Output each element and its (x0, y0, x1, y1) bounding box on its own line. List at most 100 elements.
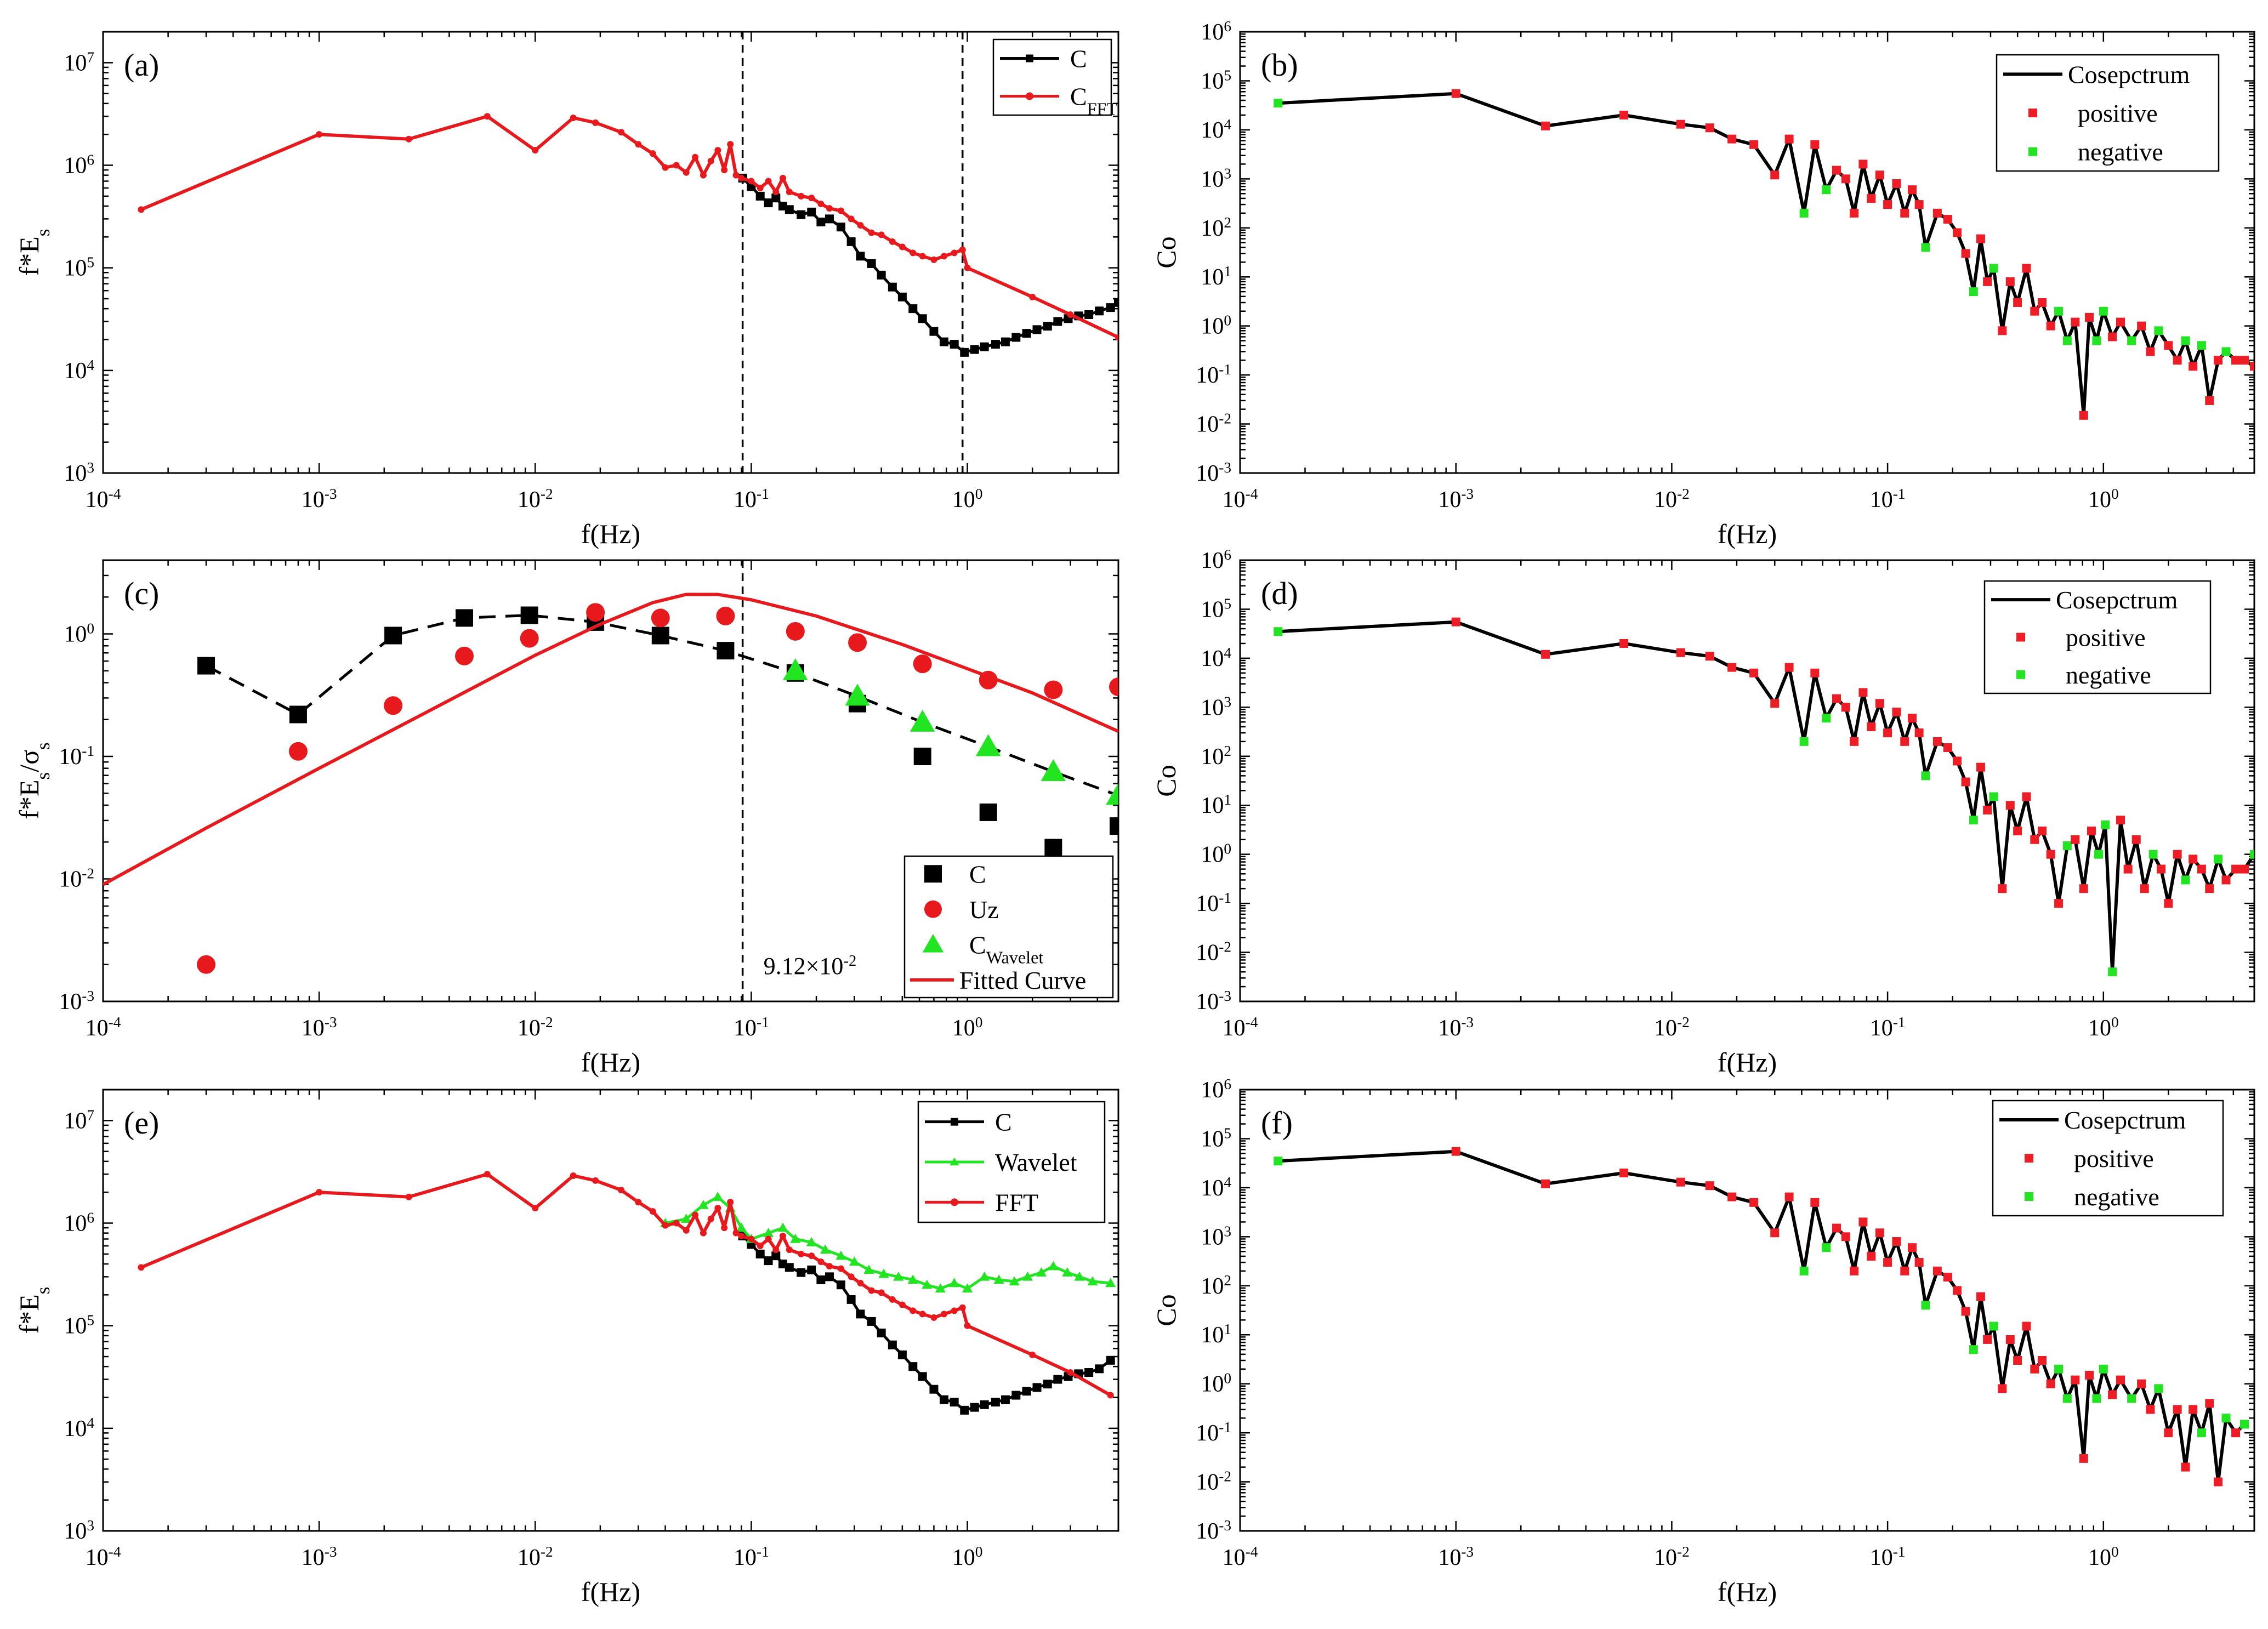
y-tick-label-part: 10 (64, 622, 87, 647)
data-point (779, 174, 786, 181)
data-point (1107, 1392, 1114, 1399)
plot-area-c (103, 560, 1118, 1001)
negative-point (2154, 1384, 2163, 1393)
x-tick-label: 10-3 (302, 486, 337, 512)
positive-point (1983, 1335, 1992, 1344)
positive-point (2046, 321, 2055, 331)
positive-point (2116, 1375, 2125, 1385)
positive-point (2022, 264, 2031, 273)
x-tick-label-part: 10 (1870, 1545, 1893, 1570)
x-tick-label-part: 10 (952, 1545, 975, 1570)
positive-point (1705, 1181, 1714, 1191)
negative-point (2221, 1414, 2231, 1423)
data-point (1011, 1391, 1021, 1400)
legend-box (992, 38, 1112, 116)
positive-point (1961, 249, 1970, 258)
data-point (736, 1222, 747, 1232)
x-tick-label: 10-1 (734, 486, 769, 512)
x-tick-label-part: 10 (734, 487, 757, 512)
positive-point (1841, 174, 1850, 184)
data-point (826, 205, 833, 212)
x-tick-label-part: -1 (1893, 486, 1906, 502)
series-cfft (138, 113, 1118, 341)
y-tick-label-part: -2 (1219, 411, 1231, 427)
data-point (980, 1400, 989, 1409)
positive-point (1705, 123, 1714, 133)
cospectrum-line (1278, 92, 2254, 417)
x-tick-label-part: -1 (1893, 1543, 1906, 1560)
data-point (991, 340, 1000, 349)
data-point (962, 1283, 973, 1293)
y-tick-label-part: 2 (1224, 1272, 1231, 1289)
negative-point (2092, 1394, 2101, 1403)
y-tick-label-part: 10 (1201, 1126, 1224, 1152)
y-tick-label-part: 10 (64, 1416, 87, 1442)
data-point (570, 1172, 577, 1179)
y-tick-label: 104 (1201, 1174, 1231, 1201)
positive-point (2173, 1405, 2182, 1414)
data-point (817, 1258, 825, 1266)
data-point (798, 1250, 805, 1257)
y-tick-label-part: 7 (87, 1107, 94, 1123)
positive-point (1943, 215, 1952, 224)
x-tick-label-part: 10 (86, 487, 109, 512)
data-point (786, 1246, 793, 1254)
positive-point (2116, 317, 2125, 327)
x-tick-label-part: -3 (325, 1014, 337, 1030)
y-tick-label: 103 (1201, 165, 1231, 192)
data-point (405, 1193, 412, 1200)
positive-point (2205, 396, 2214, 405)
panel-d: 10-4 10-3 10-2 10-1 10010-310-210-1100101102… (1151, 546, 2255, 1078)
data-point (951, 1307, 958, 1314)
y-axis-title: Co (1151, 236, 1181, 268)
x-tick-label: 100 (2088, 1014, 2119, 1041)
positive-point (2239, 864, 2249, 874)
panel-e: 10-4 10-3 10-2 10-1 100103104105106107f(Hz)f… (14, 1089, 1119, 1607)
positive-point (1875, 170, 1884, 180)
panel-label: (b) (1261, 47, 1298, 83)
x-tick-label: 10-3 (302, 1014, 337, 1041)
x-tick-label-part: 10 (2088, 487, 2111, 512)
data-point (930, 256, 937, 263)
data-point (897, 292, 907, 301)
positive-point (2022, 792, 2031, 801)
negative-point (2154, 326, 2163, 335)
data-point (138, 1264, 145, 1271)
data-point (681, 1214, 692, 1223)
plot-area-a (138, 32, 1118, 473)
data-point (979, 803, 997, 821)
dashed-trend-line (205, 613, 1118, 797)
legend-label: Fitted Curve (959, 966, 1086, 994)
legend-swatch-marker (2025, 1154, 2033, 1163)
x-tick-label-part: -4 (109, 486, 121, 502)
plot-frame-c (102, 559, 1119, 1003)
y-tick-label: 10-3 (1196, 988, 1231, 1015)
positive-point (1961, 777, 1970, 787)
y-tick-label: 106 (1201, 546, 1231, 573)
data-point (910, 709, 935, 732)
x-tick-label: 10-1 (1870, 486, 1906, 512)
x-axis-title: f(Hz) (581, 519, 640, 549)
x-tick-label-part: 10 (734, 1545, 757, 1570)
y-tick-label-part: 10 (1201, 265, 1224, 290)
data-point (897, 1350, 907, 1359)
plot-area-f (1274, 1147, 2249, 1486)
y-tick-label: 100 (1201, 841, 1231, 868)
data-point (1110, 817, 1118, 835)
data-point (1044, 680, 1063, 699)
data-point (707, 1215, 714, 1222)
y-tick-label: 106 (64, 1210, 94, 1237)
positive-point (1676, 648, 1685, 657)
y-tick-label-part: 10 (1201, 314, 1224, 339)
data-point (910, 1307, 917, 1314)
positive-point (1451, 617, 1460, 626)
negative-point (2054, 306, 2064, 316)
y-tick-label: 10-1 (1196, 890, 1231, 916)
data-point (908, 304, 918, 314)
legend-label: Cosepctrum (2064, 1106, 2186, 1134)
y-axis-title: f*Es (14, 229, 54, 276)
legend-swatch-marker (950, 1157, 959, 1166)
panel-b: 10-4 10-3 10-2 10-1 10010-310-210-1100101102… (1151, 18, 2255, 549)
x-tick-label: 100 (952, 1014, 983, 1041)
x-tick-label-part: -3 (1461, 486, 1474, 502)
